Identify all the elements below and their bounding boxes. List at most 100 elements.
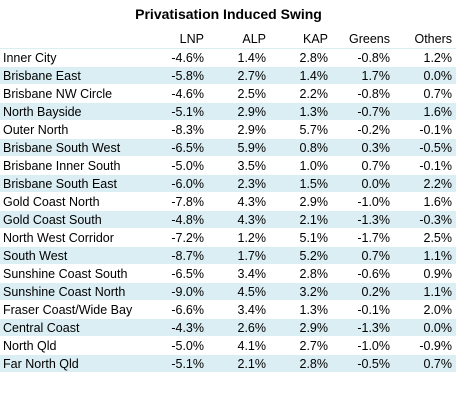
others-cell: 1.6% (394, 192, 456, 211)
table-row: North Qld -5.0% 4.1% 2.7% -1.0% -0.9% (0, 336, 456, 355)
kap-cell: 2.9% (270, 192, 332, 211)
lnp-cell: -4.3% (146, 318, 208, 337)
others-cell: -0.1% (394, 156, 456, 175)
swing-table: LNP ALP KAP Greens Others Inner City -4.6… (0, 30, 456, 372)
lnp-cell: -7.2% (146, 228, 208, 247)
greens-cell: 0.2% (332, 282, 394, 301)
greens-cell: 1.7% (332, 66, 394, 85)
others-cell: 1.6% (394, 102, 456, 121)
table-row: Outer North -8.3% 2.9% 5.7% -0.2% -0.1% (0, 120, 456, 139)
region-cell: Brisbane Inner South (0, 156, 146, 175)
kap-cell: 2.7% (270, 336, 332, 355)
lnp-cell: -6.5% (146, 264, 208, 283)
alp-cell: 3.4% (208, 264, 270, 283)
kap-cell: 2.8% (270, 264, 332, 283)
kap-cell: 5.7% (270, 120, 332, 139)
greens-cell: -0.6% (332, 264, 394, 283)
column-header-greens: Greens (332, 30, 394, 49)
alp-cell: 4.1% (208, 336, 270, 355)
others-cell: 0.0% (394, 66, 456, 85)
greens-cell: -0.7% (332, 102, 394, 121)
kap-cell: 1.0% (270, 156, 332, 175)
kap-cell: 2.8% (270, 48, 332, 67)
kap-cell: 0.8% (270, 138, 332, 157)
others-cell: 1.2% (394, 48, 456, 67)
region-cell: Brisbane South West (0, 138, 146, 157)
region-cell: Inner City (0, 48, 146, 67)
greens-cell: 0.7% (332, 246, 394, 265)
kap-cell: 1.5% (270, 174, 332, 193)
table-row: North Bayside -5.1% 2.9% 1.3% -0.7% 1.6% (0, 102, 456, 121)
greens-cell: -0.1% (332, 300, 394, 319)
table-row: Far North Qld -5.1% 2.1% 2.8% -0.5% 0.7% (0, 354, 456, 372)
table-title: Privatisation Induced Swing (135, 6, 322, 22)
table-row: Sunshine Coast North -9.0% 4.5% 3.2% 0.2% 1.1… (0, 282, 456, 301)
alp-cell: 1.2% (208, 228, 270, 247)
alp-cell: 2.9% (208, 102, 270, 121)
lnp-cell: -9.0% (146, 282, 208, 301)
others-cell: 1.1% (394, 282, 456, 301)
alp-cell: 2.9% (208, 120, 270, 139)
region-cell: Brisbane South East (0, 174, 146, 193)
kap-cell: 1.4% (270, 66, 332, 85)
alp-cell: 2.7% (208, 66, 270, 85)
greens-cell: -1.3% (332, 210, 394, 229)
others-cell: 0.7% (394, 354, 456, 372)
alp-cell: 3.4% (208, 300, 270, 319)
kap-cell: 1.3% (270, 300, 332, 319)
region-cell: Sunshine Coast North (0, 282, 146, 301)
lnp-cell: -5.0% (146, 336, 208, 355)
alp-cell: 4.3% (208, 210, 270, 229)
kap-cell: 2.9% (270, 318, 332, 337)
region-cell: Sunshine Coast South (0, 264, 146, 283)
kap-cell: 5.1% (270, 228, 332, 247)
others-cell: 2.5% (394, 228, 456, 247)
greens-cell: -0.8% (332, 48, 394, 67)
kap-cell: 2.8% (270, 354, 332, 372)
table-row: Gold Coast North -7.8% 4.3% 2.9% -1.0% 1.6% (0, 192, 456, 211)
greens-cell: -0.5% (332, 354, 394, 372)
column-header-alp: ALP (208, 30, 270, 49)
lnp-cell: -8.3% (146, 120, 208, 139)
others-cell: 0.0% (394, 318, 456, 337)
header-row: LNP ALP KAP Greens Others (0, 30, 456, 49)
kap-cell: 1.3% (270, 102, 332, 121)
region-cell: South West (0, 246, 146, 265)
lnp-cell: -5.0% (146, 156, 208, 175)
greens-cell: 0.0% (332, 174, 394, 193)
others-cell: 0.9% (394, 264, 456, 283)
region-cell: Far North Qld (0, 354, 146, 372)
others-cell: 2.2% (394, 174, 456, 193)
alp-cell: 2.1% (208, 354, 270, 372)
table-row: North West Corridor -7.2% 1.2% 5.1% -1.7% 2.5… (0, 228, 456, 247)
greens-cell: -0.2% (332, 120, 394, 139)
others-cell: 0.7% (394, 84, 456, 103)
column-header-kap: KAP (270, 30, 332, 49)
alp-cell: 4.3% (208, 192, 270, 211)
greens-cell: -1.3% (332, 318, 394, 337)
table-row: Gold Coast South -4.8% 4.3% 2.1% -1.3% -0.3% (0, 210, 456, 229)
region-cell: Fraser Coast/Wide Bay (0, 300, 146, 319)
region-cell: Gold Coast South (0, 210, 146, 229)
lnp-cell: -4.8% (146, 210, 208, 229)
table-row: Brisbane South East -6.0% 2.3% 1.5% 0.0% 2.2% (0, 174, 456, 193)
region-cell: North West Corridor (0, 228, 146, 247)
table-row: Inner City -4.6% 1.4% 2.8% -0.8% 1.2% (0, 48, 456, 67)
table-row: Central Coast -4.3% 2.6% 2.9% -1.3% 0.0% (0, 318, 456, 337)
region-cell: Outer North (0, 120, 146, 139)
region-cell: Brisbane East (0, 66, 146, 85)
others-cell: 2.0% (394, 300, 456, 319)
table-row: Sunshine Coast South -6.5% 3.4% 2.8% -0.6% 0.… (0, 264, 456, 283)
others-cell: -0.5% (394, 138, 456, 157)
greens-cell: -1.7% (332, 228, 394, 247)
region-cell: Brisbane NW Circle (0, 84, 146, 103)
lnp-cell: -6.5% (146, 138, 208, 157)
column-header-lnp: LNP (146, 30, 208, 49)
greens-cell: 0.3% (332, 138, 394, 157)
lnp-cell: -5.1% (146, 354, 208, 372)
table-row: Brisbane Inner South -5.0% 3.5% 1.0% 0.7% -0.… (0, 156, 456, 175)
lnp-cell: -7.8% (146, 192, 208, 211)
lnp-cell: -5.1% (146, 102, 208, 121)
alp-cell: 2.6% (208, 318, 270, 337)
